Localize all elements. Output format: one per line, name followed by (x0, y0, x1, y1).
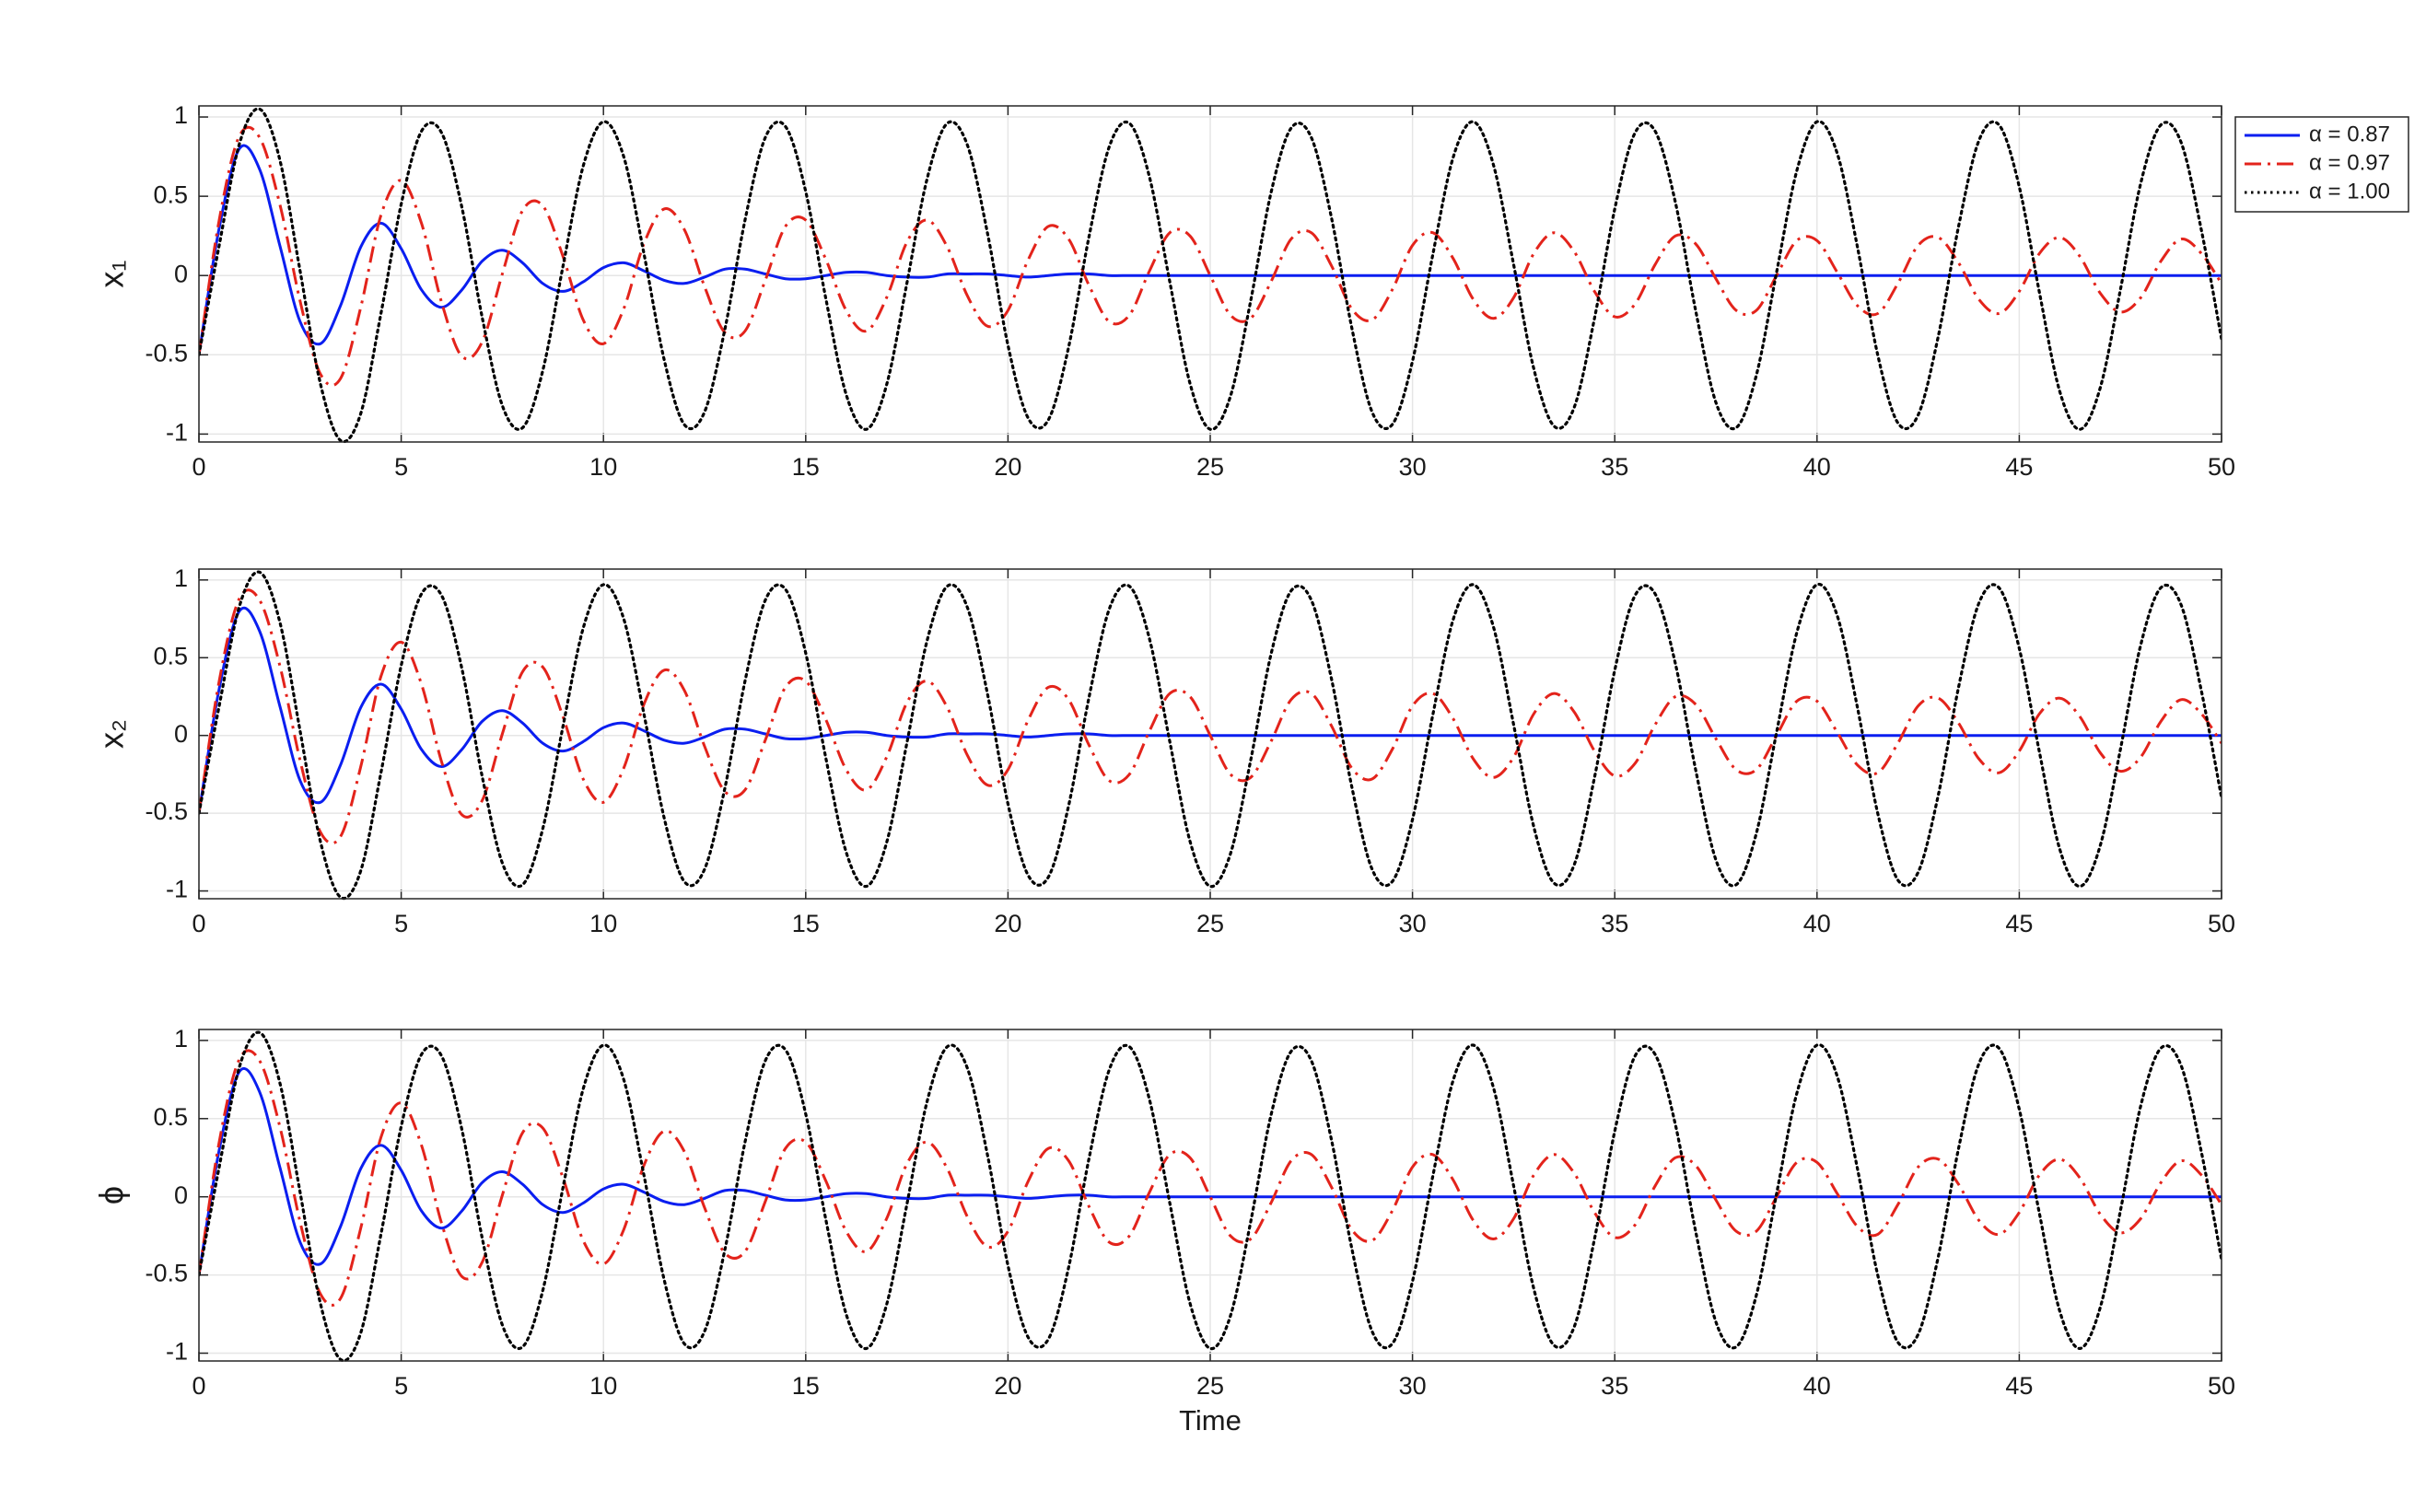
y-tick-label: 0 (174, 720, 188, 748)
series-line (199, 606, 2222, 814)
x-tick-label: 50 (2208, 453, 2235, 481)
legend-box (2234, 116, 2409, 213)
x-tick-label: 5 (394, 910, 408, 937)
x-tick-label: 15 (792, 1372, 820, 1400)
x-tick-label: 10 (589, 453, 617, 481)
series-line (199, 125, 2222, 387)
x-tick-label: 35 (1601, 453, 1628, 481)
y-axis-label: ϕ (93, 1186, 131, 1204)
y-tick-label: 0 (174, 260, 188, 287)
series-line (199, 107, 2222, 444)
x-tick-label: 35 (1601, 1372, 1628, 1400)
x-tick-label: 0 (192, 1372, 205, 1400)
x-tick-label: 30 (1399, 910, 1427, 937)
x-axis-label: Time (1179, 1404, 1242, 1436)
x-tick-label: 40 (1803, 1372, 1831, 1400)
axes-box (198, 105, 2222, 443)
x-tick-label: 40 (1803, 910, 1831, 937)
series-line (199, 570, 2222, 901)
x-tick-label: 40 (1803, 453, 1831, 481)
x-tick-label: 50 (2208, 910, 2235, 937)
y-tick-label: -1 (166, 1338, 188, 1366)
y-tick-label: -1 (166, 876, 188, 903)
x-tick-label: 25 (1196, 453, 1224, 481)
x-tick-label: 35 (1601, 910, 1628, 937)
x-tick-label: 45 (2005, 1372, 2033, 1400)
series-line (199, 144, 2222, 355)
legend-label: α = 0.97 (2309, 150, 2390, 175)
x-tick-label: 15 (792, 910, 820, 937)
y-tick-label: -0.5 (145, 339, 188, 366)
legend-label: α = 1.00 (2309, 179, 2390, 204)
x-tick-label: 5 (394, 1372, 408, 1400)
y-tick-label: 1 (174, 1025, 188, 1053)
y-tick-label: 0 (174, 1181, 188, 1209)
y-tick-label: 0.5 (153, 1103, 188, 1131)
x-tick-label: 45 (2005, 453, 2033, 481)
y-tick-label: 0.5 (153, 180, 188, 208)
x-tick-label: 0 (192, 910, 205, 937)
series-line (199, 1049, 2222, 1307)
x-tick-label: 45 (2005, 910, 2033, 937)
legend-label: α = 0.87 (2309, 122, 2390, 146)
y-axis-label: x₂ (93, 719, 131, 749)
axes-box (198, 1029, 2222, 1362)
x-tick-label: 20 (994, 1372, 1021, 1400)
x-tick-label: 30 (1399, 453, 1427, 481)
y-tick-label: -0.5 (145, 797, 188, 825)
series-line (199, 1030, 2222, 1363)
x-tick-label: 10 (589, 1372, 617, 1400)
x-tick-label: 25 (1196, 910, 1224, 937)
x-tick-label: 0 (192, 453, 205, 481)
y-tick-label: 0.5 (153, 642, 188, 669)
x-tick-label: 10 (589, 910, 617, 937)
x-tick-label: 25 (1196, 1372, 1224, 1400)
x-tick-label: 20 (994, 453, 1021, 481)
y-tick-label: -0.5 (145, 1260, 188, 1287)
x-tick-label: 30 (1399, 1372, 1427, 1400)
y-tick-label: 1 (174, 564, 188, 592)
x-tick-label: 20 (994, 910, 1021, 937)
series-line (199, 588, 2222, 845)
axes-box (198, 568, 2222, 900)
x-tick-label: 50 (2208, 1372, 2235, 1400)
series-line (199, 1066, 2222, 1275)
y-axis-label: x₁ (93, 260, 131, 287)
y-tick-label: -1 (166, 419, 188, 447)
x-tick-label: 15 (792, 453, 820, 481)
x-tick-label: 5 (394, 453, 408, 481)
y-tick-label: 1 (174, 101, 188, 129)
